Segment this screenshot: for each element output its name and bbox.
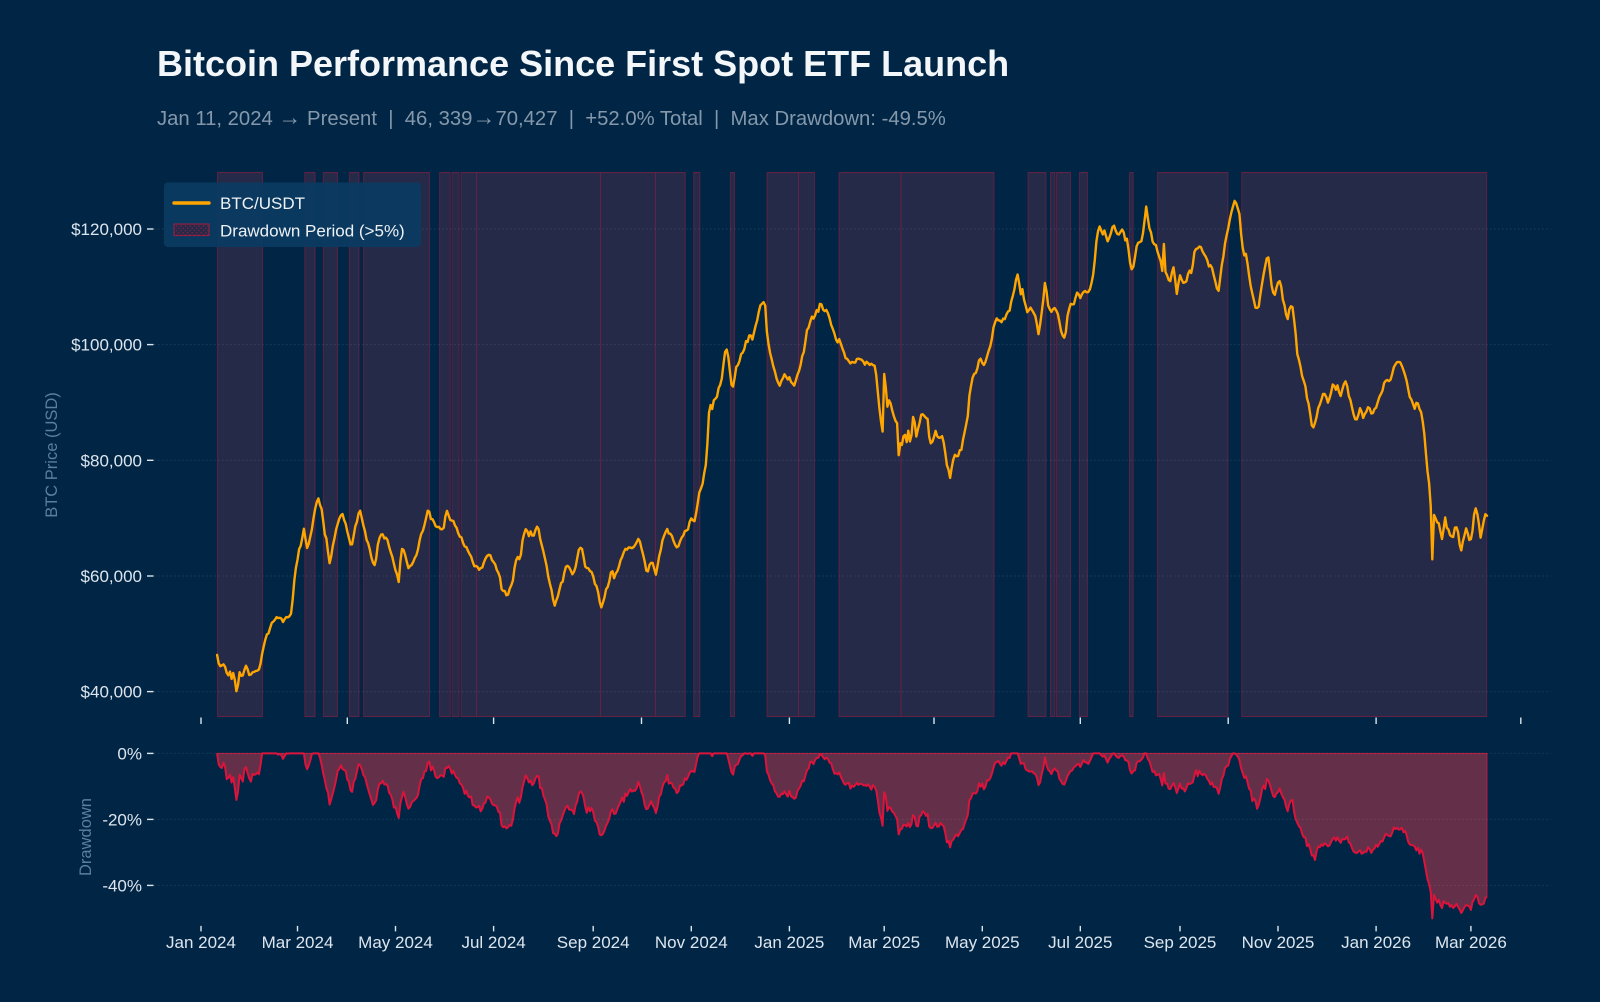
svg-text:Mar 2024: Mar 2024	[262, 933, 334, 952]
svg-text:Bitcoin Performance Since Firs: Bitcoin Performance Since First Spot ETF…	[157, 43, 1009, 84]
svg-text:Drawdown: Drawdown	[77, 798, 95, 876]
svg-text:Nov 2025: Nov 2025	[1242, 933, 1315, 952]
svg-text:$40,000: $40,000	[81, 683, 142, 702]
svg-text:BTC Price (USD): BTC Price (USD)	[43, 392, 61, 518]
svg-text:Jul 2024: Jul 2024	[461, 933, 525, 952]
svg-text:Jan 2025: Jan 2025	[754, 933, 824, 952]
svg-text:Jan 2024: Jan 2024	[166, 933, 236, 952]
svg-text:$80,000: $80,000	[81, 451, 142, 470]
svg-text:Mar 2026: Mar 2026	[1435, 933, 1507, 952]
svg-text:Jul 2025: Jul 2025	[1048, 933, 1112, 952]
svg-text:May 2025: May 2025	[945, 933, 1020, 952]
svg-text:-40%: -40%	[102, 876, 142, 895]
svg-text:Sep 2024: Sep 2024	[557, 933, 630, 952]
svg-text:Jan 2026: Jan 2026	[1341, 933, 1411, 952]
svg-text:Drawdown Period (>5%): Drawdown Period (>5%)	[220, 222, 405, 241]
svg-text:Jan 11, 2024 → Present | 46,: Jan 11, 2024 → Present | 46, 339→70,427 …	[157, 104, 946, 130]
svg-text:BTC/USDT: BTC/USDT	[220, 194, 305, 213]
svg-text:$100,000: $100,000	[71, 336, 142, 355]
svg-text:$60,000: $60,000	[81, 567, 142, 586]
svg-text:-20%: -20%	[102, 810, 142, 829]
svg-text:Nov 2024: Nov 2024	[655, 933, 728, 952]
svg-text:Mar 2025: Mar 2025	[848, 933, 920, 952]
svg-text:May 2024: May 2024	[358, 933, 433, 952]
svg-text:Sep 2025: Sep 2025	[1144, 933, 1217, 952]
svg-text:$120,000: $120,000	[71, 220, 142, 239]
svg-text:0%: 0%	[117, 744, 142, 763]
